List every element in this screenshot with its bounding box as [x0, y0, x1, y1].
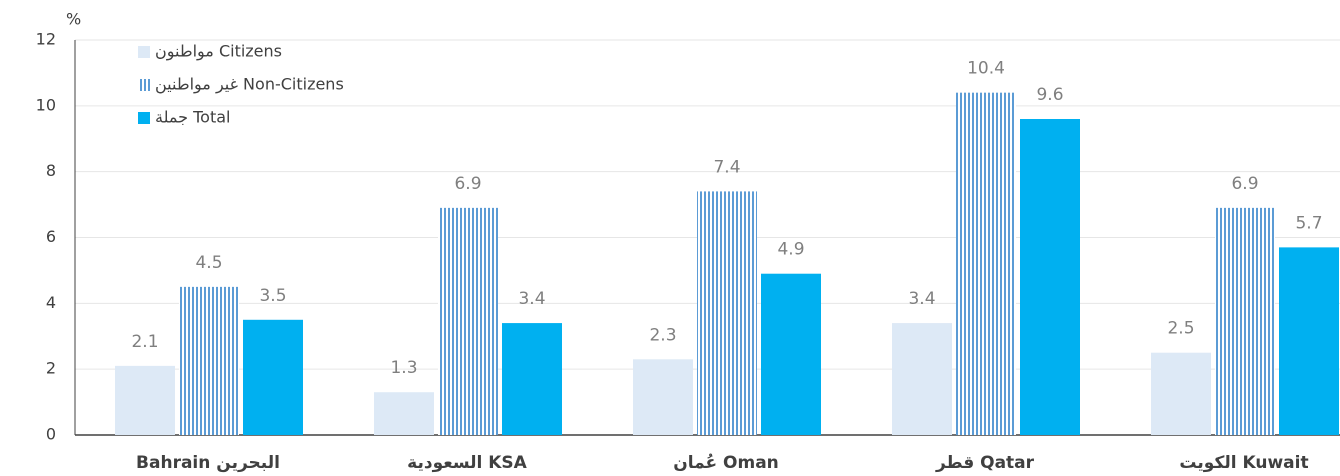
x-tick-label: الكويت Kuwait [1179, 453, 1308, 473]
bar [892, 323, 952, 435]
legend-swatch [138, 46, 150, 58]
bar [502, 323, 562, 435]
value-label: 6.9 [1231, 174, 1258, 194]
bar [956, 92, 1016, 436]
bar [697, 191, 757, 435]
value-label: 10.4 [967, 59, 1005, 79]
value-label: 3.4 [518, 289, 545, 309]
value-label: 5.7 [1295, 213, 1322, 233]
value-label: 2.1 [131, 332, 158, 352]
value-label: 9.6 [1036, 85, 1063, 105]
x-tick-label: Bahrain البحرين [136, 453, 280, 473]
legend-swatch [138, 79, 150, 91]
bar [179, 286, 239, 435]
value-label: 4.9 [777, 240, 804, 260]
y-tick-label: 4 [46, 293, 56, 312]
y-tick-label: 12 [36, 30, 56, 49]
y-tick-label: 0 [46, 425, 56, 444]
x-tick-label: قطر Qatar [935, 453, 1035, 473]
y-tick-label: 8 [46, 161, 56, 180]
x-tick-label: عُمان Oman [673, 453, 779, 473]
bar [1215, 207, 1275, 435]
legend-swatch [138, 112, 150, 124]
bar [115, 365, 175, 435]
value-label: 3.5 [259, 286, 286, 306]
value-label: 3.4 [908, 289, 935, 309]
value-label: 2.5 [1167, 319, 1194, 339]
bar [761, 273, 821, 435]
bar [1020, 119, 1080, 435]
y-tick-label: 6 [46, 227, 56, 246]
value-label: 7.4 [713, 157, 740, 177]
bar [1151, 352, 1211, 435]
value-label: 2.3 [649, 325, 676, 345]
legend-label: مواطنون Citizens [155, 42, 282, 62]
bar [438, 207, 498, 435]
bar [374, 392, 434, 435]
bar [633, 359, 693, 435]
legend-label: جملة Total [155, 108, 230, 127]
value-label: 4.5 [195, 253, 222, 273]
y-axis-label: % [66, 10, 81, 29]
bar [1279, 247, 1339, 435]
y-tick-label: 2 [46, 359, 56, 378]
y-tick-label: 10 [36, 95, 56, 114]
value-label: 1.3 [390, 358, 417, 378]
legend-label: غير مواطنين Non-Citizens [155, 75, 344, 95]
bar [243, 319, 303, 435]
value-label: 6.9 [454, 174, 481, 194]
x-tick-label: السعودية KSA [407, 453, 528, 473]
